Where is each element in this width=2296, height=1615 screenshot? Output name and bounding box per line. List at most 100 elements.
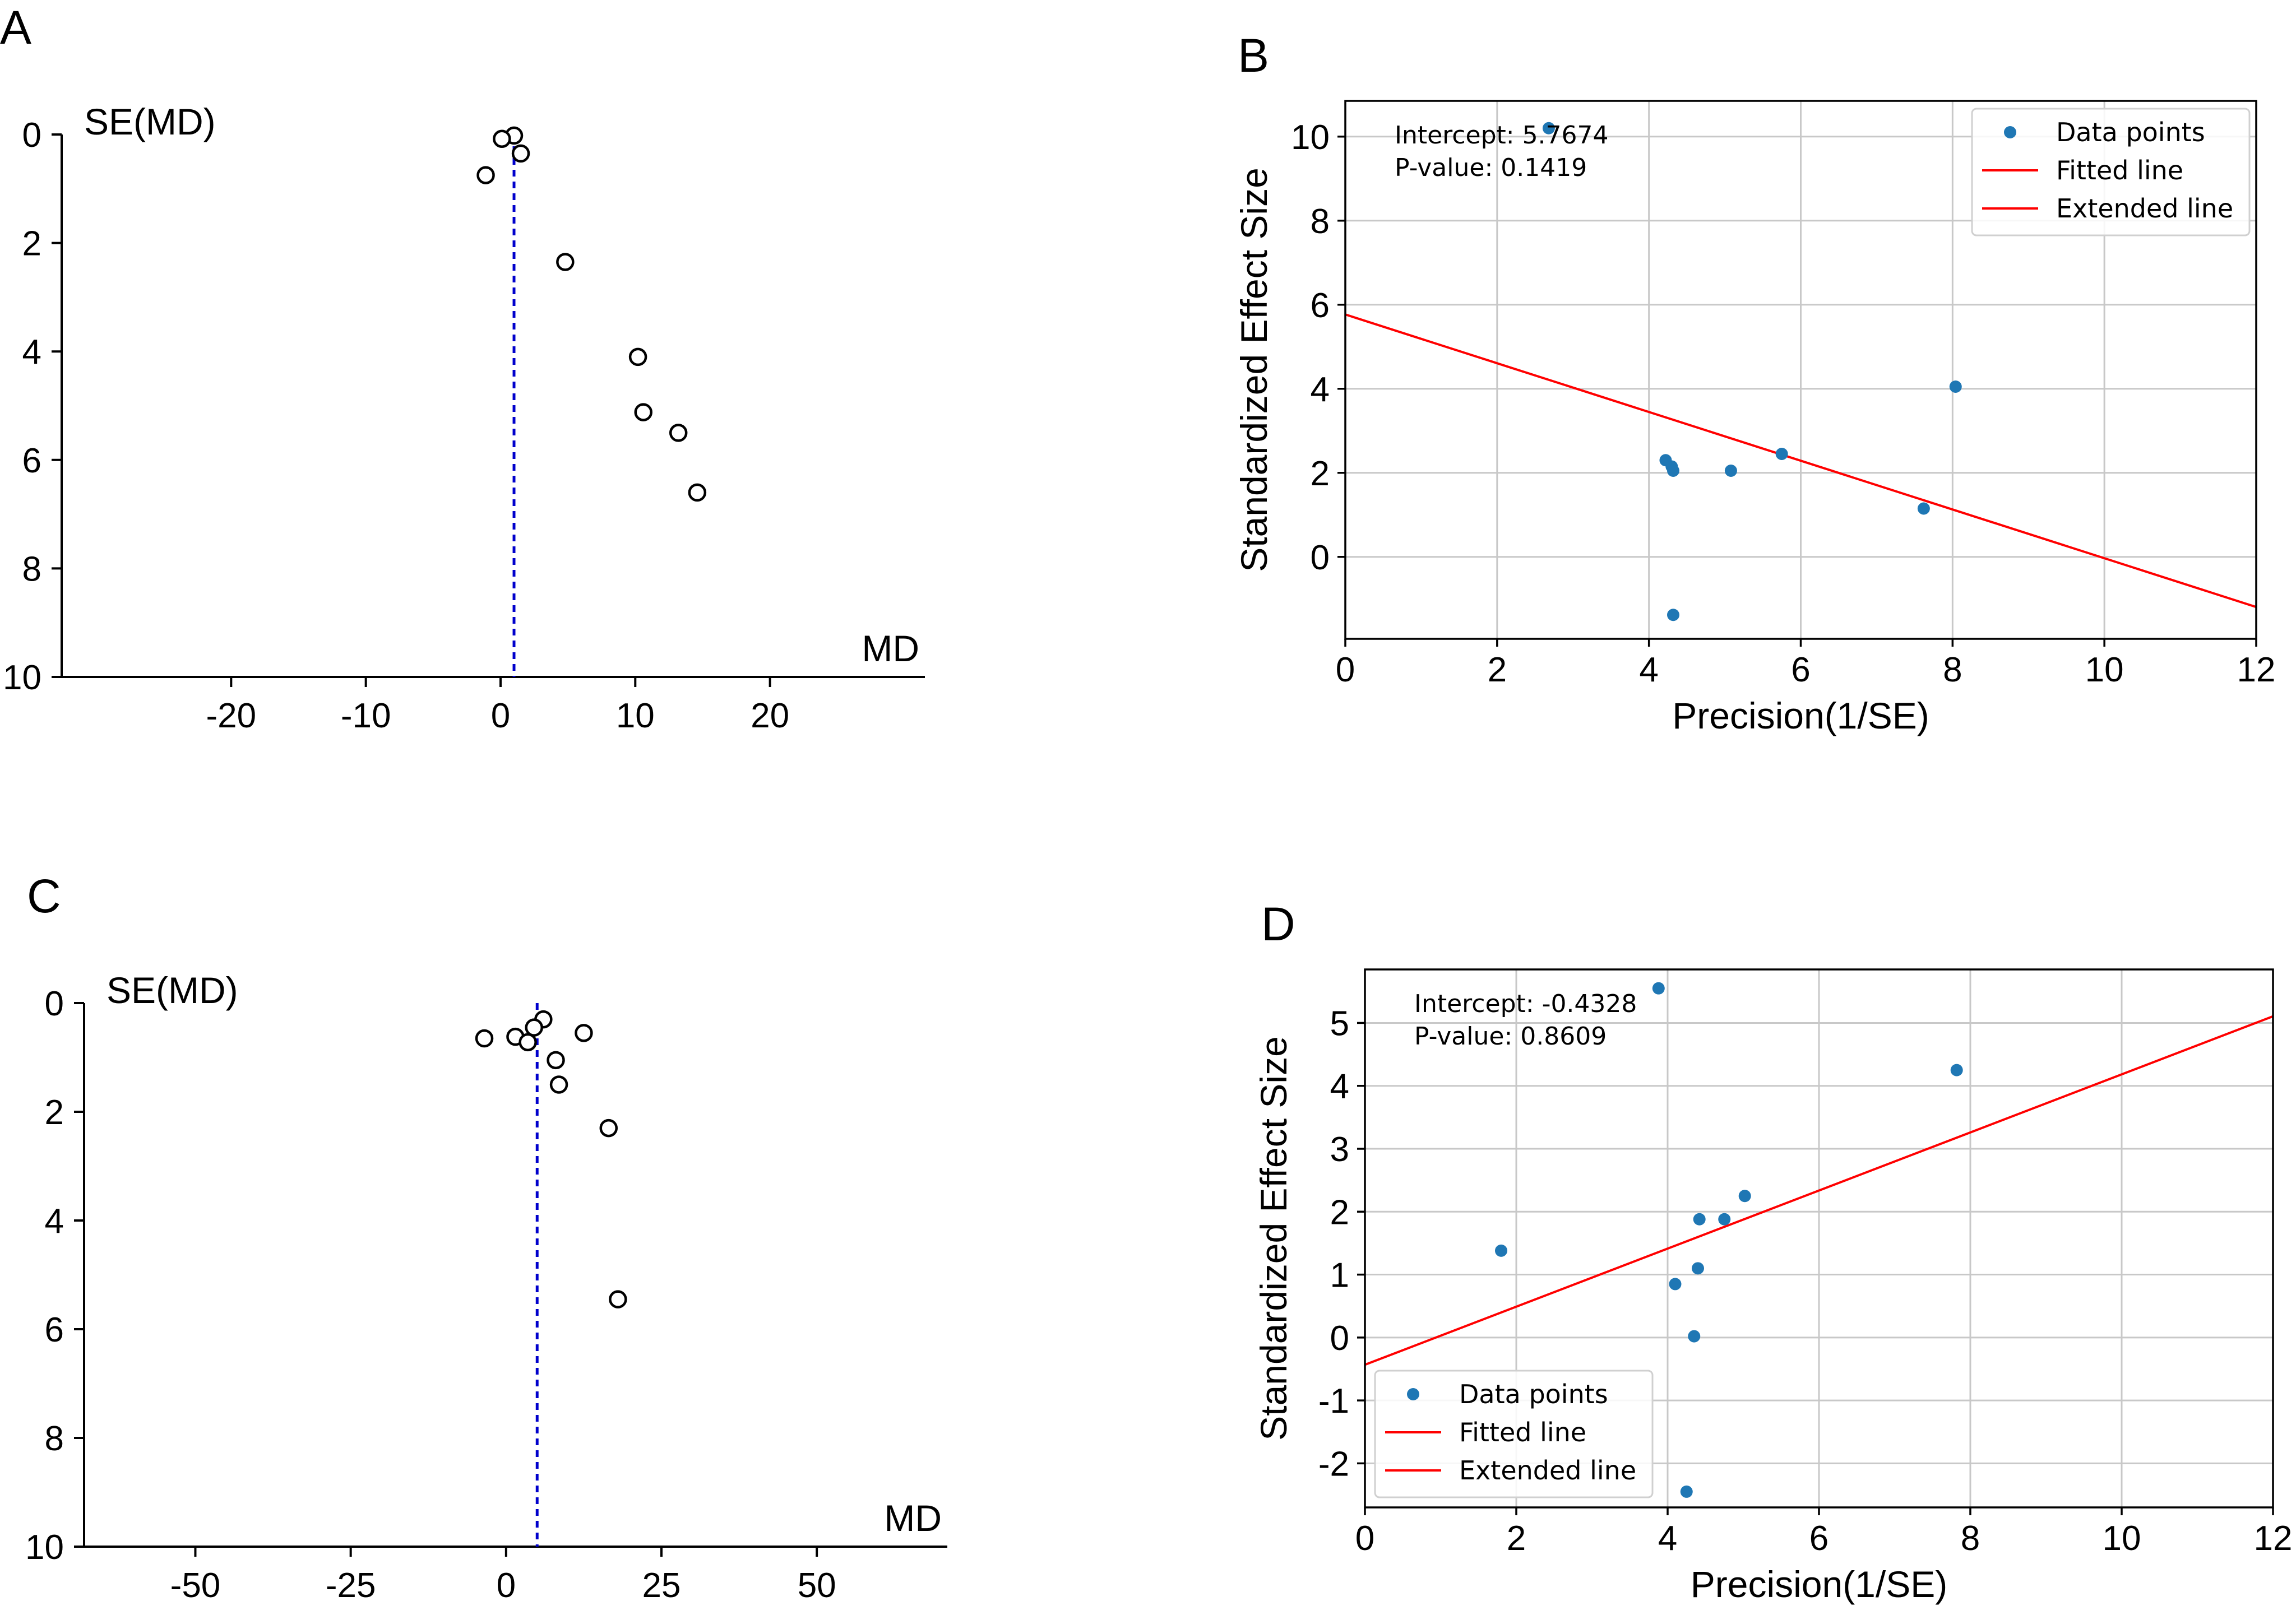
y-tick-label: 6 — [22, 442, 41, 480]
data-point — [1667, 609, 1679, 621]
intercept-annotation: Intercept: -0.4328 — [1414, 990, 1637, 1018]
x-tick-label: 25 — [642, 1566, 681, 1605]
x-tick-label: 50 — [798, 1566, 836, 1605]
legend-box — [1971, 108, 2251, 236]
data-point — [634, 403, 652, 421]
x-tick-label: -50 — [170, 1566, 221, 1605]
data-point — [575, 1024, 593, 1042]
y-tick-label: 0 — [22, 116, 41, 155]
x-axis-title: Precision(1/SE) — [1691, 1563, 1948, 1605]
x-axis-title: MD — [884, 1497, 942, 1539]
y-tick-label: 1 — [1330, 1256, 1349, 1295]
y-tick-label: 3 — [1330, 1130, 1349, 1169]
legend-marker-points — [2004, 126, 2016, 138]
data-point — [1917, 502, 1930, 515]
x-tick-label: 0 — [1336, 651, 1355, 689]
data-point — [1669, 1278, 1682, 1291]
y-tick-label: 10 — [25, 1528, 64, 1567]
y-tick-label: 6 — [45, 1311, 64, 1349]
legend-label: Extended line — [1459, 1455, 1636, 1486]
funnel-plot-c: 0 2 4 6 8 10 -50 -25 0 25 50 SE(MD) MD — [25, 969, 947, 1605]
panel-label-c: C — [27, 870, 61, 922]
data-point — [519, 1033, 537, 1052]
x-tick-label: -10 — [341, 697, 391, 735]
data-point — [1949, 380, 1962, 393]
egger-plot-d: 0 2 4 6 8 10 12-2-1012345Precision(1/SE)Standa… — [1253, 968, 2293, 1605]
data-point — [549, 1075, 568, 1094]
legend: Data points Fitted line Extended line — [1971, 108, 2251, 236]
funnel-plot-a: 0 2 4 6 8 10 -20 -10 0 10 20 SE(MD) MD — [3, 101, 925, 735]
data-point — [525, 1018, 543, 1037]
x-axis-title: Precision(1/SE) — [1672, 695, 1929, 736]
x-tick-label: 12 — [2254, 1519, 2293, 1558]
data-point — [475, 1029, 494, 1048]
x-tick-label: 0 — [1355, 1519, 1374, 1558]
data-point — [556, 253, 575, 271]
x-tick-label: 4 — [1639, 651, 1658, 689]
data-point — [1542, 122, 1555, 134]
y-tick-label: 4 — [45, 1202, 64, 1241]
regression-line — [1365, 1015, 2273, 1366]
x-tick-label: 0 — [491, 697, 510, 735]
egger-plot-b: 0 2 4 6 8 10 12 0 2 4 6 8 10 Precision(1/SE) Standardi… — [1233, 100, 2276, 736]
legend-marker-points — [1407, 1388, 1419, 1400]
y-tick-label: 4 — [1311, 370, 1330, 409]
data-point — [1680, 1485, 1693, 1498]
data-point — [1652, 982, 1665, 995]
data-point — [493, 129, 511, 148]
y-tick-label: 2 — [1330, 1193, 1349, 1232]
x-tick-label: 4 — [1658, 1519, 1677, 1558]
data-point — [688, 483, 707, 502]
regression-line — [1345, 313, 2256, 609]
legend-label: Fitted line — [2056, 155, 2183, 185]
y-axis-title: Standardized Effect Size — [1233, 168, 1275, 572]
x-tick-label: 0 — [497, 1566, 516, 1605]
intercept-annotation: Intercept: 5.7674 — [1395, 121, 1609, 150]
x-tick-label: 20 — [751, 697, 789, 735]
data-point — [1495, 1244, 1507, 1257]
y-tick-label: 0 — [1330, 1319, 1349, 1358]
data-point — [476, 166, 495, 184]
y-tick-label: 2 — [22, 225, 41, 263]
y-axis-title: SE(MD) — [84, 101, 216, 142]
y-tick-label: 6 — [1311, 286, 1330, 325]
y-tick-label: 0 — [1311, 539, 1330, 577]
y-tick-label: 8 — [22, 550, 41, 588]
y-tick-label: -2 — [1318, 1445, 1349, 1483]
panel-label-b: B — [1238, 29, 1269, 82]
x-tick-label: 12 — [2237, 651, 2276, 689]
x-tick-label: 6 — [1809, 1519, 1829, 1558]
data-point — [628, 347, 647, 366]
y-tick-label: 4 — [22, 333, 41, 372]
y-tick-label: 8 — [1311, 202, 1330, 241]
y-tick-label: 10 — [3, 658, 41, 697]
data-point — [599, 1119, 618, 1138]
panel-label-a: A — [0, 1, 31, 54]
pvalue-annotation: P-value: 0.8609 — [1414, 1022, 1607, 1051]
data-point — [669, 424, 688, 442]
data-point — [1738, 1190, 1751, 1203]
legend: Data points Fitted line Extended line — [1374, 1370, 1654, 1498]
data-point — [547, 1051, 565, 1070]
x-tick-label: 10 — [2085, 651, 2124, 689]
data-point — [1688, 1330, 1701, 1343]
y-tick-label: 10 — [1291, 118, 1330, 157]
data-point — [1692, 1262, 1704, 1275]
y-tick-label: -1 — [1318, 1382, 1349, 1421]
x-axis-title: MD — [862, 628, 919, 669]
data-point — [609, 1290, 627, 1308]
x-tick-label: 2 — [1507, 1519, 1526, 1558]
x-tick-label: -25 — [326, 1566, 376, 1605]
y-tick-label: 0 — [45, 985, 64, 1023]
y-tick-label: 8 — [45, 1419, 64, 1458]
legend-label: Data points — [2056, 117, 2205, 147]
y-tick-label: 2 — [45, 1093, 64, 1132]
y-axis-title: Standardized Effect Size — [1253, 1036, 1294, 1441]
data-point — [1667, 465, 1679, 477]
data-point — [1718, 1213, 1731, 1226]
legend-box — [1374, 1370, 1654, 1498]
panel-label-d: D — [1261, 898, 1295, 950]
y-tick-label: 2 — [1311, 454, 1330, 493]
pvalue-annotation: P-value: 0.1419 — [1395, 154, 1587, 182]
